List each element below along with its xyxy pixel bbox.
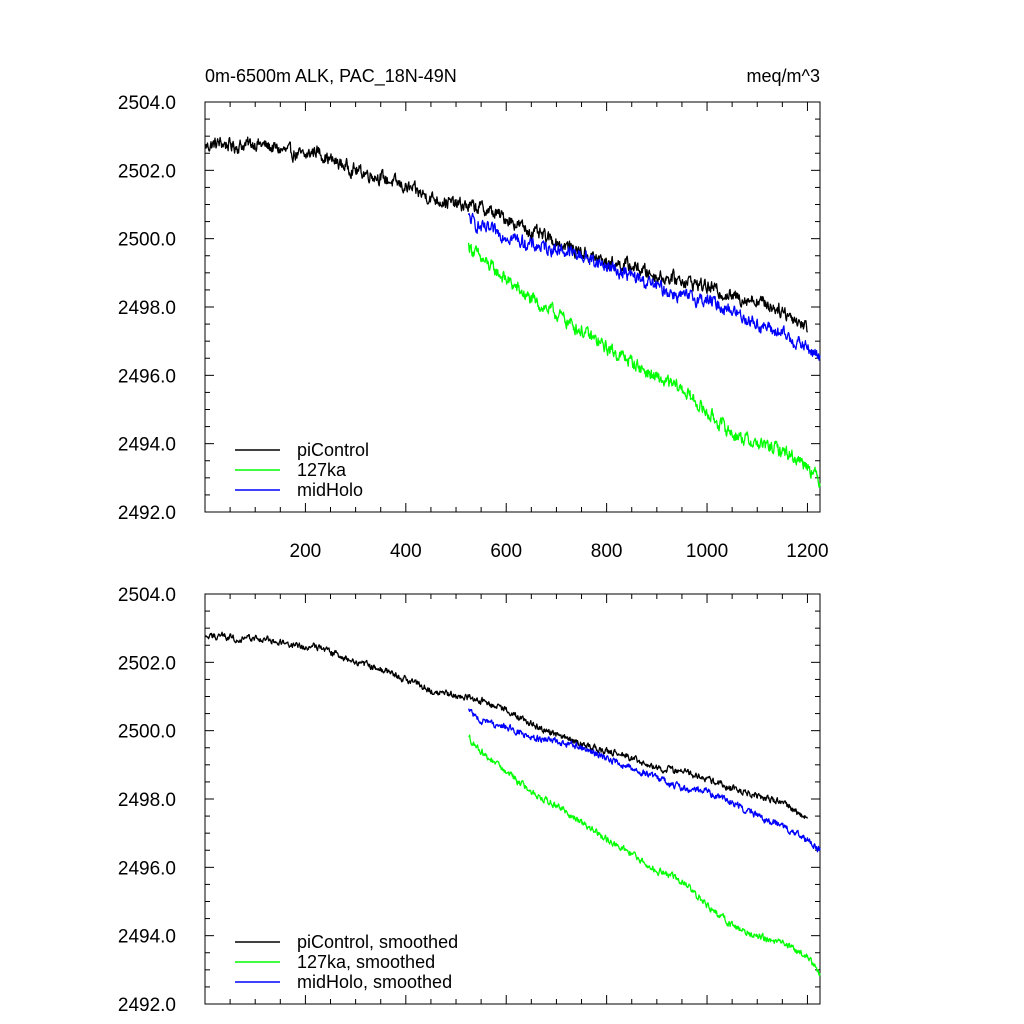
y-tick-label: 2492.0 [118, 995, 176, 1016]
legend-label: midHolo, smoothed [297, 972, 452, 992]
y-tick-label: 2492.0 [118, 503, 176, 524]
x-tick-label: 800 [591, 541, 623, 562]
top-panel: 2492.0 2494.0 2496.0 2498.0 2500.0 2502.0 2504… [118, 66, 829, 562]
y-tick-label: 2504.0 [118, 93, 176, 114]
legend-label: piControl [297, 440, 369, 460]
legend-label: midHolo [297, 480, 363, 500]
legend-label: 127ka, smoothed [297, 952, 435, 972]
bottom-panel: 2492.0 2494.0 2496.0 2498.0 2500.0 2502.0 2504… [118, 585, 821, 1016]
y-tick-label: 2496.0 [118, 858, 176, 879]
y-tick-label: 2500.0 [118, 722, 176, 743]
x-tick-label: 400 [390, 541, 422, 562]
y-tick-label: 2504.0 [118, 585, 176, 606]
y-tick-label: 2502.0 [118, 653, 176, 674]
series-line-midholo [467, 212, 821, 361]
y-tick-label: 2494.0 [118, 435, 176, 456]
units-label: meq/m^3 [747, 66, 820, 86]
series-line-picontrol [204, 136, 809, 333]
series-line-127ka [467, 242, 821, 488]
y-tick-label: 2500.0 [118, 230, 176, 251]
y-tick-label: 2498.0 [118, 298, 176, 319]
legend-label: 127ka [297, 460, 347, 480]
y-tick-label: 2496.0 [118, 366, 176, 387]
legend-label: piControl, smoothed [297, 932, 458, 952]
x-tick-label: 200 [290, 541, 322, 562]
series-line-picontrol-smoothed [204, 631, 809, 819]
y-tick-label: 2498.0 [118, 790, 176, 811]
x-tick-label: 1200 [786, 541, 828, 562]
series-line-midholo-smoothed [467, 708, 821, 853]
chart-title: 0m-6500m ALK, PAC_18N-49N [205, 66, 457, 87]
x-tick-label: 1000 [686, 541, 728, 562]
x-tick-label: 600 [490, 541, 522, 562]
y-tick-label: 2502.0 [118, 161, 176, 182]
y-tick-label: 2494.0 [118, 927, 176, 948]
series-line-127ka-smoothed [468, 734, 821, 977]
